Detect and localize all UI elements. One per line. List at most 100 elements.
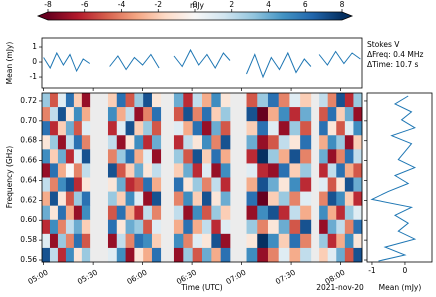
heatmap-cell xyxy=(125,191,135,206)
x-tick-label: 07:30 xyxy=(274,268,297,287)
heatmap-cell xyxy=(116,107,126,122)
heatmap-cell xyxy=(107,121,118,136)
heatmap-cell xyxy=(289,205,301,221)
heatmap-cell xyxy=(116,163,126,178)
heatmap-cell xyxy=(42,135,51,150)
heatmap-cell xyxy=(344,149,354,164)
heatmap-cell xyxy=(192,121,203,136)
heatmap-cell xyxy=(125,247,135,263)
heatmap-cell xyxy=(65,163,75,178)
heatmap-cell xyxy=(300,177,312,192)
heatmap-cell xyxy=(81,177,91,192)
heatmap-cell xyxy=(57,107,67,122)
heatmap-cell xyxy=(202,149,212,164)
heatmap-cell xyxy=(267,191,280,206)
heatmap-cell xyxy=(220,177,231,192)
heatmap-cell xyxy=(319,149,328,164)
heatmap-cell xyxy=(116,247,126,263)
heatmap-cell xyxy=(192,205,203,221)
heatmap-cell xyxy=(327,177,337,192)
heatmap-cell xyxy=(202,177,212,192)
heatmap-cell xyxy=(257,107,269,122)
heatmap-cell xyxy=(42,163,51,178)
heatmap-cell xyxy=(183,135,193,150)
heatmap-cell xyxy=(289,93,301,108)
heatmap-cell xyxy=(327,247,337,263)
heatmap-cell xyxy=(65,191,75,206)
colorbar-tick-label: 6 xyxy=(303,0,308,9)
heatmap-cell xyxy=(65,149,75,164)
date-label: 2021-nov-20 xyxy=(316,283,364,292)
heatmap-cell xyxy=(344,247,354,263)
heatmap-cell xyxy=(134,177,144,192)
heatmap-cell xyxy=(257,177,269,192)
heatmap-cell xyxy=(192,191,203,206)
heatmap-cell xyxy=(211,233,221,249)
heatmap-cell xyxy=(143,121,153,136)
heatmap-cell xyxy=(353,121,363,136)
heatmap-cell xyxy=(220,247,231,263)
heatmap-cell xyxy=(267,247,280,263)
heatmap-cell xyxy=(151,93,162,108)
heatmap-cell xyxy=(278,149,290,164)
heatmap-cell xyxy=(246,191,258,206)
heatmap-cell xyxy=(300,121,312,136)
heatmap-cell xyxy=(107,247,118,263)
heatmap-cell xyxy=(319,121,328,136)
heatmap-cell xyxy=(192,233,203,249)
heatmap-cell xyxy=(73,135,83,150)
heatmap-cell xyxy=(257,205,269,221)
colorbar-extend-low xyxy=(38,12,48,20)
heatmap-cell xyxy=(173,247,184,263)
heatmap-cell xyxy=(107,93,118,108)
heatmap-cell xyxy=(125,205,135,221)
heatmap-cell xyxy=(73,177,83,192)
heatmap-cell xyxy=(107,177,118,192)
heatmap-cell xyxy=(65,107,75,122)
colorbar-label: mJy xyxy=(190,1,205,10)
heatmap-cell xyxy=(220,219,231,235)
heatmap-cell xyxy=(267,177,280,192)
heatmap-cell xyxy=(289,191,301,206)
heatmap-cell xyxy=(57,219,67,235)
heatmap-cell xyxy=(143,219,153,235)
heatmap-cell xyxy=(143,149,153,164)
heatmap-cell xyxy=(336,233,346,249)
heatmap-cell xyxy=(319,205,328,221)
heatmap-cell xyxy=(65,247,75,263)
y-axis-label: Frequency (GHz) xyxy=(5,146,14,208)
heatmap-cell xyxy=(278,177,290,192)
heatmap-cell xyxy=(327,163,337,178)
heatmap-cell xyxy=(183,93,193,108)
heatmap-cell xyxy=(344,191,354,206)
heatmap-cell xyxy=(173,205,184,221)
heatmap-cell xyxy=(211,205,221,221)
heatmap-cell xyxy=(319,177,328,192)
heatmap-cell xyxy=(327,191,337,206)
heatmap-cell xyxy=(116,149,126,164)
heatmap-cell xyxy=(81,247,91,263)
heatmap-cell xyxy=(278,121,290,136)
heatmap-cell xyxy=(42,177,51,192)
x-tick-label: 05:30 xyxy=(76,268,99,287)
colorbar-tick-label: 4 xyxy=(266,0,271,9)
heatmap-cell xyxy=(107,149,118,164)
spectrum-frame xyxy=(366,92,433,263)
heatmap-cell xyxy=(246,233,258,249)
heatmap-cell xyxy=(327,107,337,122)
heatmap-cell xyxy=(257,191,269,206)
heatmap-cell xyxy=(202,233,212,249)
heatmap-cell xyxy=(278,247,290,263)
heatmap-cell xyxy=(125,135,135,150)
heatmap-cell xyxy=(73,205,83,221)
heatmap-cell xyxy=(81,93,91,108)
heatmap-cell xyxy=(42,107,51,122)
heatmap-cell xyxy=(81,107,91,122)
heatmap-cell xyxy=(211,219,221,235)
heatmap-cell xyxy=(183,177,193,192)
heatmap-cell xyxy=(73,163,83,178)
heatmap-cell xyxy=(344,205,354,221)
heatmap-cell xyxy=(353,177,363,192)
heatmap-cell xyxy=(289,219,301,235)
heatmap-cell xyxy=(300,219,312,235)
